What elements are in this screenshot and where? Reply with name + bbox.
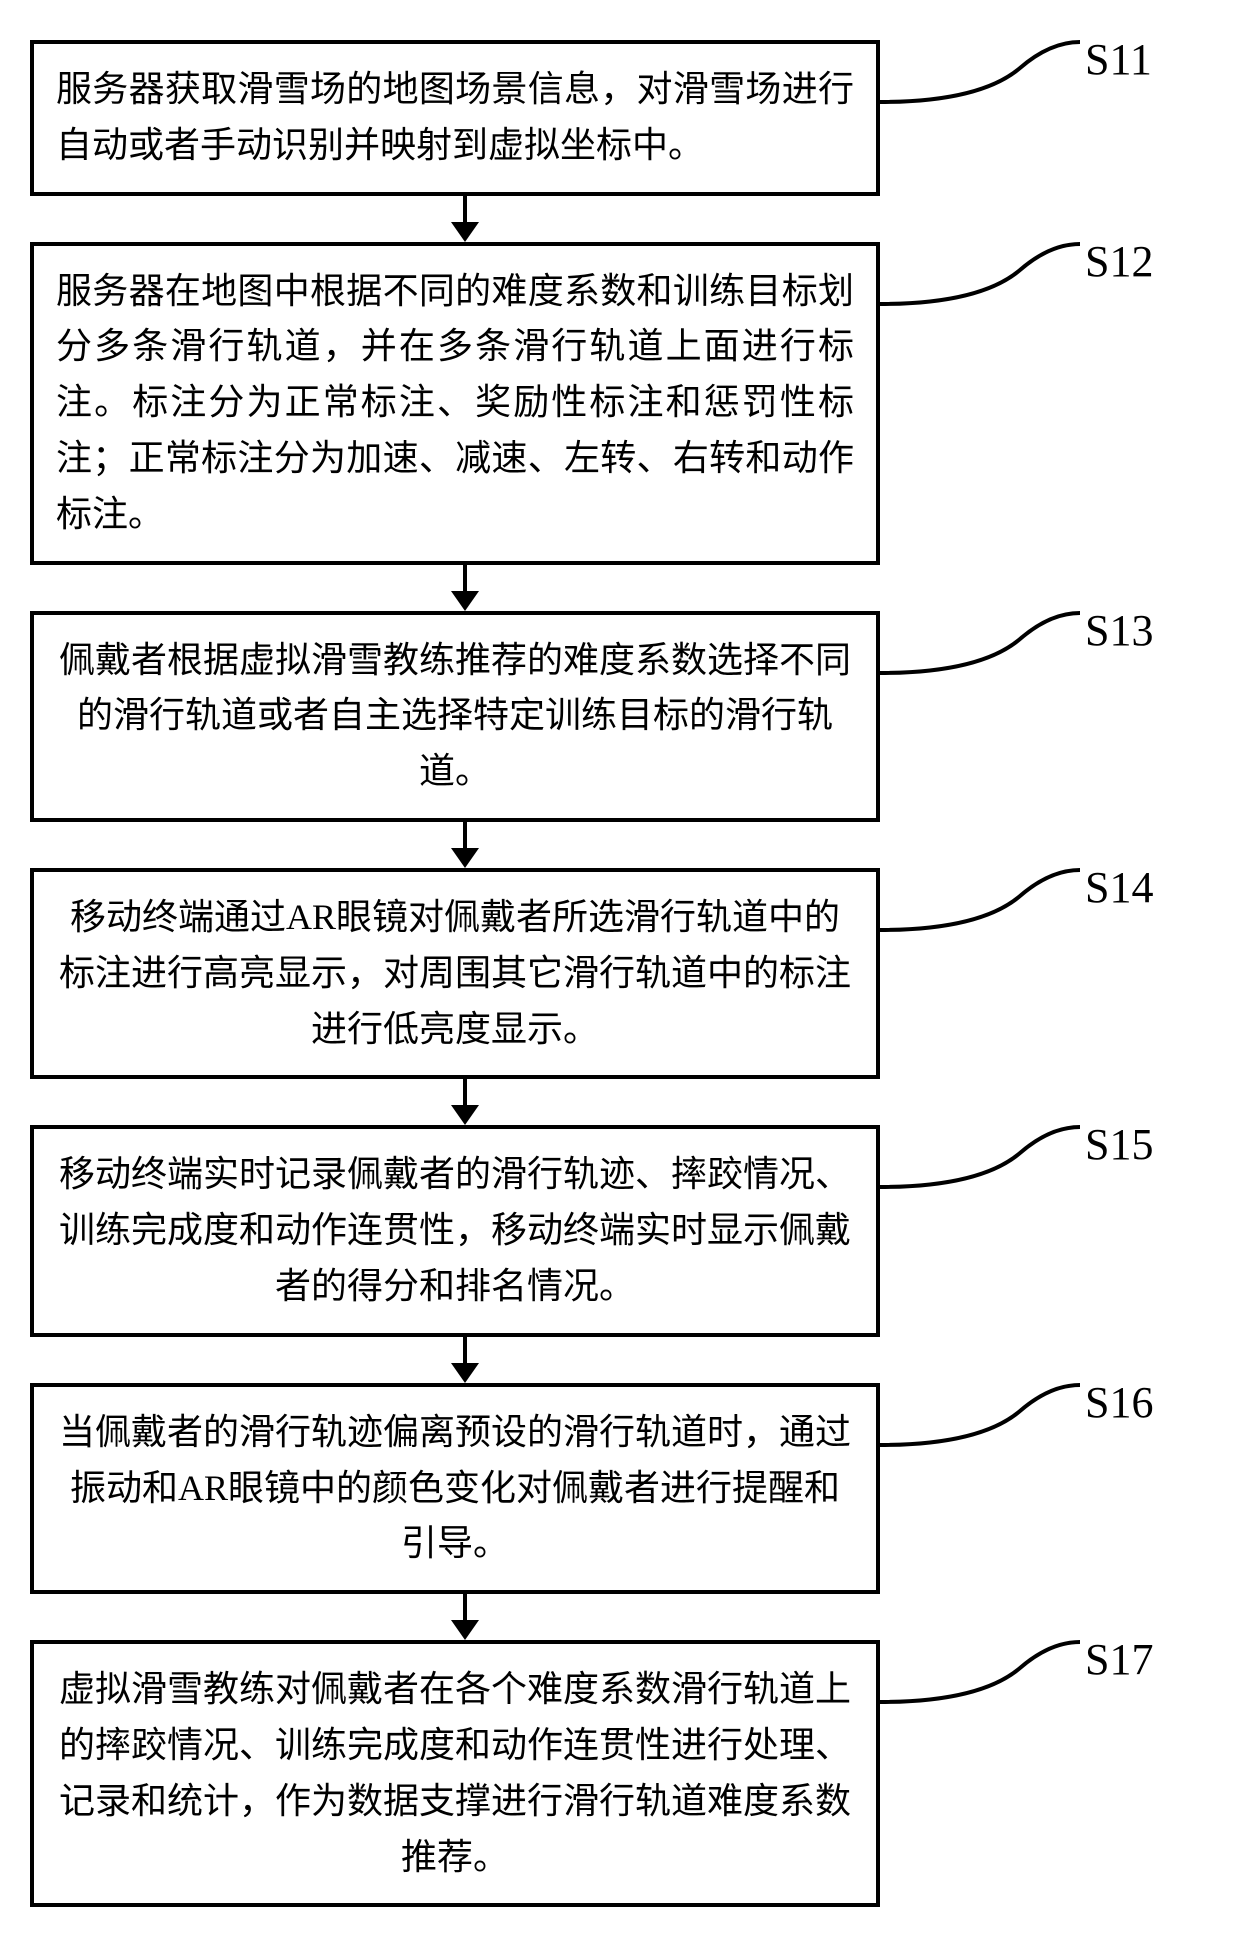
connector-curve-icon <box>880 858 1100 948</box>
step-row-s11: 服务器获取滑雪场的地图场景信息，对滑雪场进行自动或者手动识别并映射到虚拟坐标中。… <box>30 40 1210 196</box>
step-text-s16: 当佩戴者的滑行轨迹偏离预设的滑行轨道时，通过振动和AR眼镜中的颜色变化对佩戴者进… <box>59 1412 851 1564</box>
step-box-s12: 服务器在地图中根据不同的难度系数和训练目标划分多条滑行轨道，并在多条滑行轨道上面… <box>30 242 880 565</box>
step-text-s13: 佩戴者根据虚拟滑雪教练推荐的难度系数选择不同的滑行轨道或者自主选择特定训练目标的… <box>59 640 851 792</box>
flowchart-container: 服务器获取滑雪场的地图场景信息，对滑雪场进行自动或者手动识别并映射到虚拟坐标中。… <box>30 40 1210 1907</box>
arrow-down-icon <box>445 1337 485 1383</box>
step-row-s14: 移动终端通过AR眼镜对佩戴者所选滑行轨道中的标注进行高亮显示，对周围其它滑行轨道… <box>30 868 1210 1079</box>
step-row-s13: 佩戴者根据虚拟滑雪教练推荐的难度系数选择不同的滑行轨道或者自主选择特定训练目标的… <box>30 611 1210 822</box>
arrow-s13-s14 <box>30 822 900 868</box>
step-box-s14: 移动终端通过AR眼镜对佩戴者所选滑行轨道中的标注进行高亮显示，对周围其它滑行轨道… <box>30 868 880 1079</box>
step-box-s11: 服务器获取滑雪场的地图场景信息，对滑雪场进行自动或者手动识别并映射到虚拟坐标中。 <box>30 40 880 196</box>
connector-curve-icon <box>880 30 1100 120</box>
step-row-s16: 当佩戴者的滑行轨迹偏离预设的滑行轨道时，通过振动和AR眼镜中的颜色变化对佩戴者进… <box>30 1383 1210 1594</box>
step-text-s12: 服务器在地图中根据不同的难度系数和训练目标划分多条滑行轨道，并在多条滑行轨道上面… <box>56 271 854 534</box>
step-box-s16: 当佩戴者的滑行轨迹偏离预设的滑行轨道时，通过振动和AR眼镜中的颜色变化对佩戴者进… <box>30 1383 880 1594</box>
step-label-s13: S13 <box>1085 605 1153 656</box>
step-box-s13: 佩戴者根据虚拟滑雪教练推荐的难度系数选择不同的滑行轨道或者自主选择特定训练目标的… <box>30 611 880 822</box>
connector-curve-icon <box>880 1373 1100 1463</box>
connector-curve-icon <box>880 232 1100 322</box>
connector-curve-icon <box>880 1115 1100 1205</box>
step-label-s17: S17 <box>1085 1634 1153 1685</box>
step-row-s17: 虚拟滑雪教练对佩戴者在各个难度系数滑行轨道上的摔跤情况、训练完成度和动作连贯性进… <box>30 1640 1210 1907</box>
arrow-s11-s12 <box>30 196 900 242</box>
step-box-s15: 移动终端实时记录佩戴者的滑行轨迹、摔跤情况、训练完成度和动作连贯性，移动终端实时… <box>30 1125 880 1336</box>
arrow-s15-s16 <box>30 1337 900 1383</box>
step-row-s12: 服务器在地图中根据不同的难度系数和训练目标划分多条滑行轨道，并在多条滑行轨道上面… <box>30 242 1210 565</box>
step-box-s17: 虚拟滑雪教练对佩戴者在各个难度系数滑行轨道上的摔跤情况、训练完成度和动作连贯性进… <box>30 1640 880 1907</box>
step-label-s15: S15 <box>1085 1119 1153 1170</box>
step-text-s14: 移动终端通过AR眼镜对佩戴者所选滑行轨道中的标注进行高亮显示，对周围其它滑行轨道… <box>59 897 851 1049</box>
connector-curve-icon <box>880 1630 1100 1720</box>
step-label-s11: S11 <box>1085 34 1152 85</box>
arrow-down-icon <box>445 822 485 868</box>
step-label-s14: S14 <box>1085 862 1153 913</box>
step-row-s15: 移动终端实时记录佩戴者的滑行轨迹、摔跤情况、训练完成度和动作连贯性，移动终端实时… <box>30 1125 1210 1336</box>
arrow-s14-s15 <box>30 1079 900 1125</box>
arrow-s16-s17 <box>30 1594 900 1640</box>
arrow-s12-s13 <box>30 565 900 611</box>
connector-curve-icon <box>880 601 1100 691</box>
arrow-down-icon <box>445 1594 485 1640</box>
step-text-s15: 移动终端实时记录佩戴者的滑行轨迹、摔跤情况、训练完成度和动作连贯性，移动终端实时… <box>59 1154 851 1306</box>
step-text-s17: 虚拟滑雪教练对佩戴者在各个难度系数滑行轨道上的摔跤情况、训练完成度和动作连贯性进… <box>59 1669 851 1876</box>
arrow-down-icon <box>445 565 485 611</box>
step-label-s12: S12 <box>1085 236 1153 287</box>
step-text-s11: 服务器获取滑雪场的地图场景信息，对滑雪场进行自动或者手动识别并映射到虚拟坐标中。 <box>56 69 854 165</box>
arrow-down-icon <box>445 1079 485 1125</box>
step-label-s16: S16 <box>1085 1377 1153 1428</box>
arrow-down-icon <box>445 196 485 242</box>
